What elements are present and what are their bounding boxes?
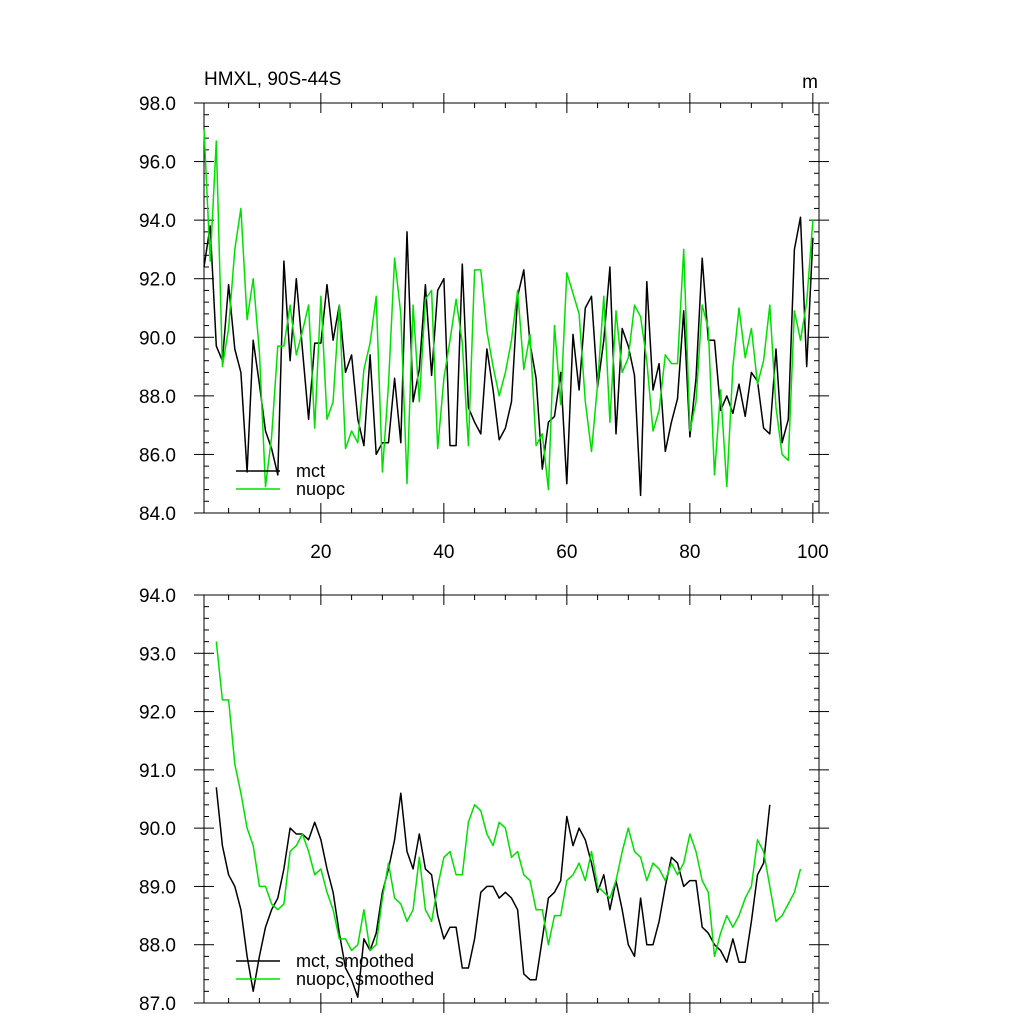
x-tick-label: 20 [310,542,331,563]
y-tick-label: 89.0 [139,877,176,898]
y-tick-label: 84.0 [139,504,176,525]
bottom-panel: 87.0 88.0 89.0 90.0 91.0 92.0 93.0 94.0 mct, smo… [139,585,829,1015]
y-tick-label: 88.0 [139,387,176,408]
legend-label: nuopc, smoothed [296,969,434,989]
y-tick-label: 93.0 [139,644,176,665]
y-tick-label: 91.0 [139,761,176,782]
series-line-mct [203,216,814,497]
legend-label: mct, smoothed [296,951,414,971]
plot-frame [203,594,820,1004]
y-tick-label: 90.0 [139,819,176,840]
chart-title: HMXL, 90S-44S [204,69,341,90]
x-tick-label: 80 [679,542,700,563]
top-panel: 20 40 60 80 100 84.0 86.0 88.0 90.0 92.0 94.0 96.0 9… [139,93,829,563]
plot-frame [203,102,820,514]
legend-label: nuopc [296,479,345,499]
y-tick-label: 98.0 [139,94,176,115]
y-tick-label: 87.0 [139,994,176,1015]
y-tick-label: 90.0 [139,328,176,349]
legend-label: mct [296,461,325,481]
y-tick-label: 96.0 [139,153,176,174]
y-tick-label: 86.0 [139,445,176,466]
y-tick-label: 88.0 [139,936,176,957]
chart-units: m [802,72,818,93]
y-tick-label: 94.0 [139,211,176,232]
y-tick-label: 92.0 [139,703,176,724]
y-tick-label: 92.0 [139,270,176,291]
series-line-mct-smoothed [215,787,771,998]
y-tick-label: 94.0 [139,586,176,607]
x-tick-label: 40 [433,542,454,563]
x-tick-label: 60 [556,542,577,563]
series-line-nuopc-smoothed [215,641,802,958]
x-tick-label: 100 [797,542,829,563]
series-line-nuopc [203,129,814,491]
